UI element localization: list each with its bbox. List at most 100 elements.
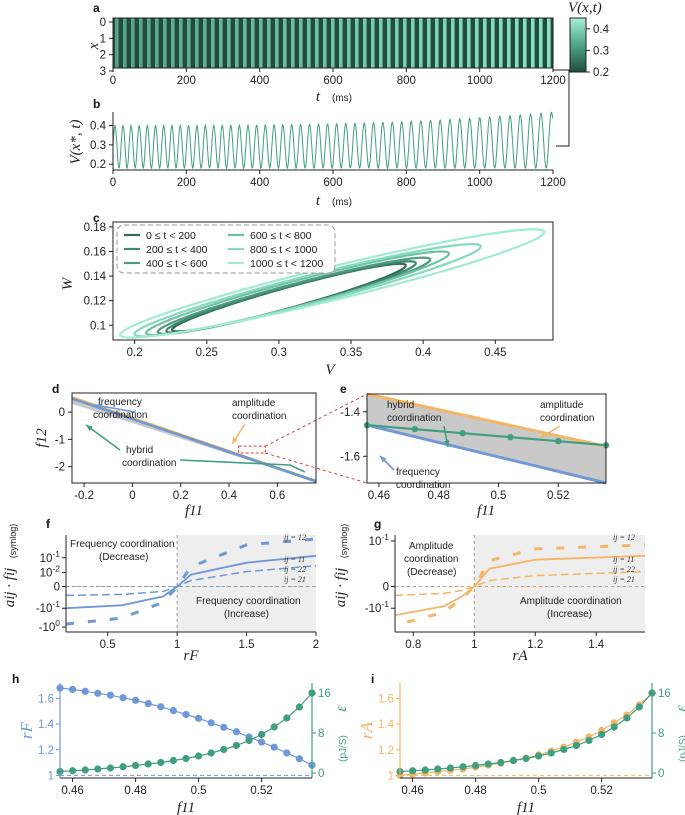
phase-legend-label: 400 ≤ t < 600	[146, 258, 208, 270]
right-y-tick-label: 0	[658, 768, 664, 780]
right-series-point	[560, 745, 568, 754]
phase-loop-3	[145, 250, 451, 337]
panel-label-f: f	[46, 517, 51, 531]
heatmap-stripe-bright	[531, 18, 535, 68]
panel-e-ann-hybrid-1: hybrid	[387, 400, 414, 411]
right-series-point	[472, 761, 480, 770]
right-series-point	[623, 714, 631, 722]
panel-d-ann-hybrid-1: hybrid	[126, 445, 153, 456]
left-y-tick-label: 1.6	[378, 693, 394, 705]
heatmap-x-tick-label: 400	[250, 75, 269, 87]
left-series-point	[195, 714, 203, 722]
left-series-point	[119, 694, 127, 702]
phase-x-label: V	[325, 362, 336, 378]
trace-y-tick-label: 0.4	[90, 121, 107, 133]
left-y-label: rF	[17, 721, 36, 739]
connector-line	[553, 69, 570, 147]
phase-y-tick-label: 0.16	[84, 247, 106, 259]
phase-legend-label: 1000 ≤ t < 1200	[250, 258, 323, 270]
zoom-link-top	[265, 393, 368, 447]
panel-d-frame	[71, 392, 317, 484]
right-y-tick-label: 0	[318, 768, 324, 780]
right-series-point	[207, 749, 215, 757]
heatmap-stripe-bright	[371, 18, 375, 68]
ij-label: ij = 21	[613, 575, 635, 584]
left-y-tick-label: 1	[48, 770, 54, 782]
panel-d-arrow-hybrid-1	[85, 424, 121, 451]
heatmap-stripe-bright	[483, 18, 487, 68]
left-series-point	[94, 689, 102, 697]
heatmap-stripe-bright	[235, 18, 239, 68]
heatmap-stripe-bright	[363, 18, 367, 68]
heatmap-stripe-bright	[515, 18, 519, 68]
panel-label-i: i	[371, 672, 374, 686]
heatmap-y-tick-label: 2	[100, 50, 106, 62]
panel-e-arrow-amplitude-head	[540, 432, 547, 438]
ij-label: ij = 21	[284, 575, 306, 584]
right-series-point	[484, 760, 492, 768]
right-series-point	[232, 741, 240, 750]
panel-d-ann-amplitude-2: coordination	[232, 411, 286, 422]
right-series-point	[182, 754, 190, 763]
right-y-tick-label: 8	[658, 728, 664, 740]
left-y-tick-label: 1.6	[38, 693, 54, 705]
panel-e-x-tick-label: 0.52	[547, 490, 569, 502]
heatmap-stripe-bright	[227, 18, 231, 68]
ij-label: ij = 11	[613, 555, 634, 564]
right-series-point	[535, 752, 543, 760]
trace-y-tick-label: 0.2	[90, 159, 106, 171]
right-series-point	[283, 714, 291, 722]
colorbar-tick-label: 0.4	[593, 24, 610, 36]
trace-x-tick-label: 1000	[467, 177, 493, 189]
symlog-y-tick-label: 10-2	[40, 564, 61, 580]
panel-e-ann-frequency-2: coordination	[396, 480, 450, 491]
zoom-hybrid-point	[507, 433, 514, 441]
heatmap-stripe-bright	[139, 18, 143, 68]
symlog-x-label: rA	[513, 648, 529, 664]
heatmap-stripe-bright	[171, 18, 175, 68]
right-series-point	[69, 767, 77, 775]
heatmap-stripe-bright	[243, 18, 247, 68]
panel-label-c: c	[93, 211, 100, 225]
heatmap-stripe-bright	[419, 18, 423, 68]
trace-x-tick-label: 0	[110, 177, 116, 189]
right-series-point	[132, 761, 140, 770]
trace-x-tick-label: 400	[250, 177, 269, 189]
heatmap-y-tick-label: 0	[100, 17, 106, 29]
phase-frame	[112, 221, 554, 341]
heatmap-stripe-bright	[459, 18, 463, 68]
panel-e-x-tick-label: 0.48	[428, 490, 450, 502]
right-series-point	[295, 703, 303, 711]
heatmap-stripe-bright	[323, 18, 327, 68]
heatmap-stripe-bright	[355, 18, 359, 68]
panel-label-d: d	[52, 382, 59, 396]
panel-f-ann-increase-2: (Increase)	[224, 609, 269, 620]
panel-d-arrow-frequency-head	[95, 403, 102, 409]
heatmap-x-tick-label: 800	[397, 75, 416, 87]
phase-legend-label: 600 ≤ t < 800	[250, 230, 312, 242]
symlog-y-tick-label: -10-1	[365, 599, 389, 615]
left-series-point	[81, 687, 89, 695]
phase-loop-5	[119, 228, 546, 339]
heatmap-x-tick-label: 1000	[467, 75, 493, 87]
heatmap-stripe-bright	[379, 18, 383, 68]
phase-legend-label: 800 ≤ t < 1000	[250, 244, 318, 256]
right-series-point	[459, 763, 467, 771]
series-ij22	[394, 570, 646, 597]
heatmap-stripe-bright	[387, 18, 391, 68]
left-series-point	[232, 728, 240, 736]
right-series-point	[245, 736, 253, 745]
phase-x-tick-label: 0.4	[415, 347, 432, 359]
panel-d-ann-frequency-1: frequency	[98, 397, 142, 408]
heatmap-stripe-bright	[195, 18, 199, 68]
increase-region	[474, 535, 645, 632]
panel-label-h: h	[12, 672, 19, 686]
right-y-unit: (pJ/S)	[678, 735, 685, 762]
panel-e-y-tick-label: -1.6	[340, 451, 360, 463]
right-series-point	[572, 741, 581, 750]
right-series-point	[409, 767, 417, 775]
left-series-line	[399, 692, 653, 776]
ij-label: ij = 12	[613, 533, 635, 542]
phase-y-label: W	[60, 276, 76, 290]
phase-y-tick-label: 0.12	[84, 296, 106, 308]
